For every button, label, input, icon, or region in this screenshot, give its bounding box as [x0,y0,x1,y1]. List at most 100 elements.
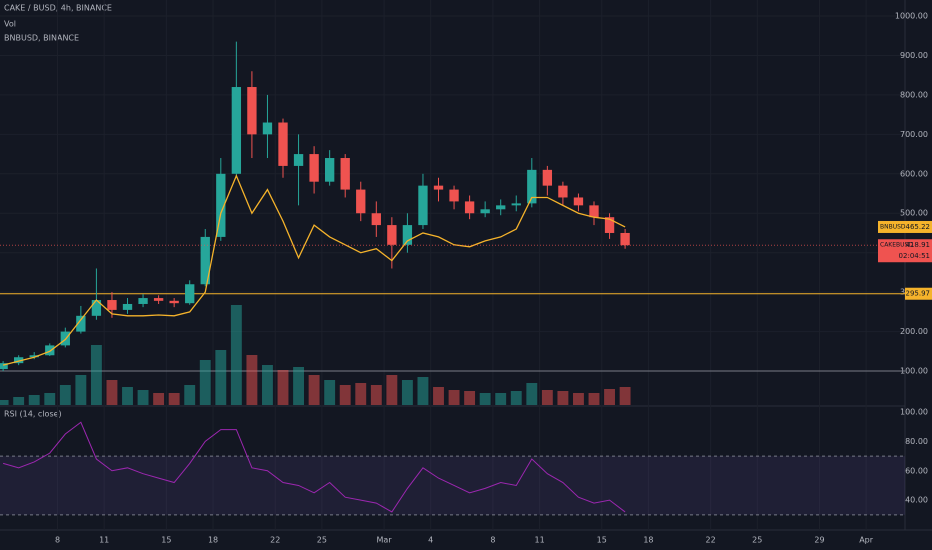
volume-bar [230,305,242,405]
volume-bar [168,393,180,405]
candle-body [542,169,553,186]
volume-bar [153,393,165,405]
candle-body [13,357,24,364]
volume-bar [339,385,351,405]
candle-body [402,225,413,245]
candle-body [433,185,444,190]
overlay-line [2,174,626,366]
subtitle: BNBUSD, BINANCE [4,34,79,43]
candle-body [496,205,506,210]
candle-body [45,345,55,356]
candle-body [200,236,210,285]
x-tick-label: 11 [534,536,544,545]
x-tick-label: 25 [317,536,327,545]
candle-body [527,169,537,204]
x-tick-label: 25 [752,536,762,545]
volume-bar [526,383,538,405]
price-label-name: BNBUSD [880,223,906,230]
volume-bar [557,391,569,405]
price-label-name: CAKEBUSD [880,242,913,249]
candle-body [278,122,288,166]
x-tick-label: 8 [55,536,60,545]
price-label-box [878,220,932,233]
y-tick-label: 600.00 [900,169,928,178]
candle-body [356,189,366,214]
y-tick-label: 800.00 [900,90,928,99]
volume-bar [573,393,584,405]
volume-bar [44,393,56,405]
candle-body [480,209,490,214]
candle-body [91,300,102,316]
volume-bar [106,380,118,405]
candle-body [449,189,459,202]
volume-bar [199,360,211,405]
volume-bar [137,390,149,405]
y-tick-label: 100.00 [900,367,928,376]
candle-body [247,87,257,135]
volume-bar [13,397,25,405]
y-tick-label: 500.00 [900,209,928,218]
volume-bar [246,355,258,405]
price-label-timer: 02:04:51 [899,252,930,260]
x-tick-label: 22 [706,536,716,545]
y-tick-label: 200.00 [900,327,928,336]
rsi-tick-label: 40.00 [905,496,928,505]
candle-body [558,185,568,198]
level-label: 295.97 [906,290,931,298]
candle-body [418,185,428,226]
x-tick-label: 29 [814,536,824,545]
price-label-value: 465.22 [906,223,931,231]
candle-body [309,154,319,182]
candle-body [604,217,615,233]
volume-bar [75,375,87,405]
volume-bar [0,400,9,405]
volume-bar [386,375,398,405]
level-label-box [905,287,932,300]
candle-body [29,355,39,358]
volume-bar [370,385,382,405]
candle-body [620,232,630,246]
candle-body [153,298,164,301]
x-tick-label: 18 [208,536,218,545]
rsi-title: RSI (14, close) [4,410,62,419]
rsi-tick-label: 60.00 [905,466,928,475]
x-tick-label: 11 [99,536,109,545]
y-tick-label: 900.00 [900,51,928,60]
volume-bar [417,377,429,405]
volume-bar [59,385,71,405]
x-tick-label: 8 [490,536,495,545]
candle-body [185,284,195,304]
x-tick-label: 15 [161,536,171,545]
x-tick-label: Apr [859,536,874,545]
volume-bar [541,390,553,405]
volume-bar [510,391,522,405]
price-label-value: 418.91 [906,241,931,249]
volume-bar [401,380,413,405]
candle-body [589,205,599,218]
volume-bar [215,350,227,405]
volume-bar [479,393,491,405]
volume-bar [308,375,320,405]
candle-body [107,300,117,310]
candle-body [138,298,148,304]
subtitle: Vol [4,20,16,29]
volume-bar [324,380,336,405]
candle-body [573,197,584,206]
candle-body [262,122,273,135]
volume-bar [619,387,631,405]
candle-body [169,300,179,304]
candle-body [511,203,521,206]
y-tick-label: 1000.00 [895,12,928,21]
volume-bar [277,370,289,405]
volume-bar [184,385,196,405]
volume-bar [28,395,40,405]
candle-body [324,158,335,182]
volume-bar [604,389,615,405]
x-tick-label: 15 [597,536,607,545]
rsi-tick-label: 80.00 [905,437,928,446]
volume-bar [448,390,460,405]
candle-body [0,363,8,370]
volume-bar [293,367,304,405]
volume-bar [495,393,507,405]
